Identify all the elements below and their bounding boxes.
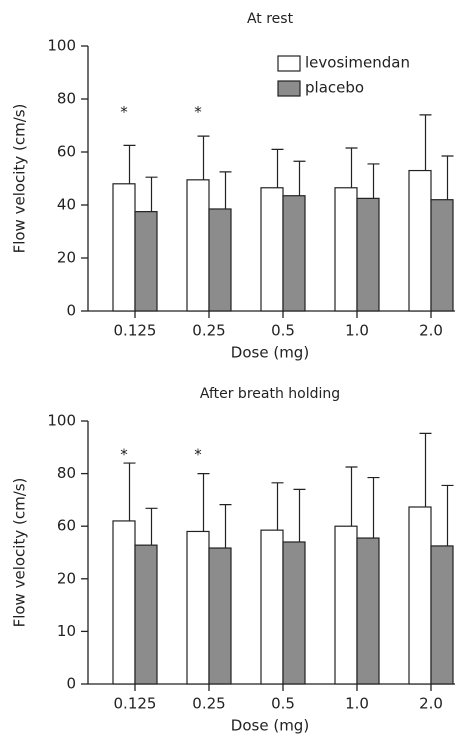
bar — [134, 211, 158, 312]
error-bar — [345, 147, 358, 188]
x-tick-label: 0.5 — [271, 322, 295, 340]
legend-swatch — [277, 80, 301, 97]
y-tick-label: 60 — [57, 143, 76, 161]
bar — [334, 525, 358, 685]
bar — [408, 169, 432, 312]
y-axis-label: Flow velocity (cm/s) — [11, 478, 29, 628]
bar — [356, 537, 380, 685]
legend-swatch — [277, 55, 301, 72]
bar — [430, 545, 454, 685]
error-bar — [367, 163, 380, 199]
y-tick-label: 0 — [66, 675, 76, 693]
bar — [260, 529, 284, 685]
bar — [430, 199, 454, 312]
bar — [282, 541, 306, 685]
y-tick-label: 10 — [57, 622, 76, 640]
x-tick-label: 1.0 — [345, 322, 369, 340]
error-bar — [123, 144, 136, 184]
y-tick-label: 40 — [57, 196, 76, 214]
y-tick-label: 0 — [66, 302, 76, 320]
significance-mark: * — [120, 446, 128, 464]
x-tick-label: 0.5 — [271, 695, 295, 713]
error-bar — [145, 507, 158, 546]
legend-label: levosimendan — [305, 54, 410, 72]
error-bar — [271, 482, 284, 531]
x-tick-label: 0.125 — [114, 322, 157, 340]
y-axis-label: Flow velocity (cm/s) — [11, 104, 29, 254]
chart-title: At rest — [247, 11, 294, 27]
bar — [112, 183, 136, 312]
bar — [334, 187, 358, 312]
x-axis-label: Dose (mg) — [231, 344, 309, 362]
error-bar — [419, 114, 432, 171]
error-bar — [293, 160, 306, 196]
error-bar — [197, 473, 210, 532]
error-bar — [419, 432, 432, 508]
y-tick-label: 100 — [47, 412, 76, 430]
x-tick-label: 2.0 — [419, 695, 443, 713]
error-bar — [145, 176, 158, 212]
x-tick-label: 2.0 — [419, 322, 443, 340]
x-axis-label: Dose (mg) — [231, 717, 309, 735]
x-tick-label: 0.25 — [192, 322, 225, 340]
bar — [186, 179, 210, 312]
significance-mark: * — [120, 103, 128, 121]
error-bar — [345, 466, 358, 527]
error-bar — [293, 488, 306, 542]
bar — [134, 544, 158, 685]
legend-label: placebo — [305, 79, 364, 97]
y-tick-label: 80 — [57, 464, 76, 482]
bar — [112, 520, 136, 685]
y-tick-label: 60 — [57, 517, 76, 535]
error-bar — [367, 476, 380, 539]
y-tick-label: 80 — [57, 90, 76, 108]
error-bar — [219, 504, 232, 549]
y-tick-label: 20 — [57, 249, 76, 267]
x-tick-label: 1.0 — [345, 695, 369, 713]
bar — [186, 530, 210, 685]
bar — [408, 506, 432, 685]
significance-mark: * — [194, 446, 202, 464]
x-tick-label: 0.125 — [114, 695, 157, 713]
error-bar — [271, 148, 284, 188]
error-bar — [441, 484, 454, 546]
error-bar — [441, 155, 454, 200]
significance-mark: * — [194, 103, 202, 121]
y-tick-label: 20 — [57, 569, 76, 587]
bar — [356, 197, 380, 312]
chart-title: After breath holding — [200, 386, 340, 402]
error-bar — [197, 135, 210, 180]
error-bar — [219, 171, 232, 209]
x-tick-label: 0.25 — [192, 695, 225, 713]
bar — [208, 547, 232, 685]
bar — [260, 187, 284, 312]
bar — [282, 195, 306, 312]
bar — [208, 208, 232, 312]
error-bar — [123, 462, 136, 521]
y-tick-label: 100 — [47, 37, 76, 55]
